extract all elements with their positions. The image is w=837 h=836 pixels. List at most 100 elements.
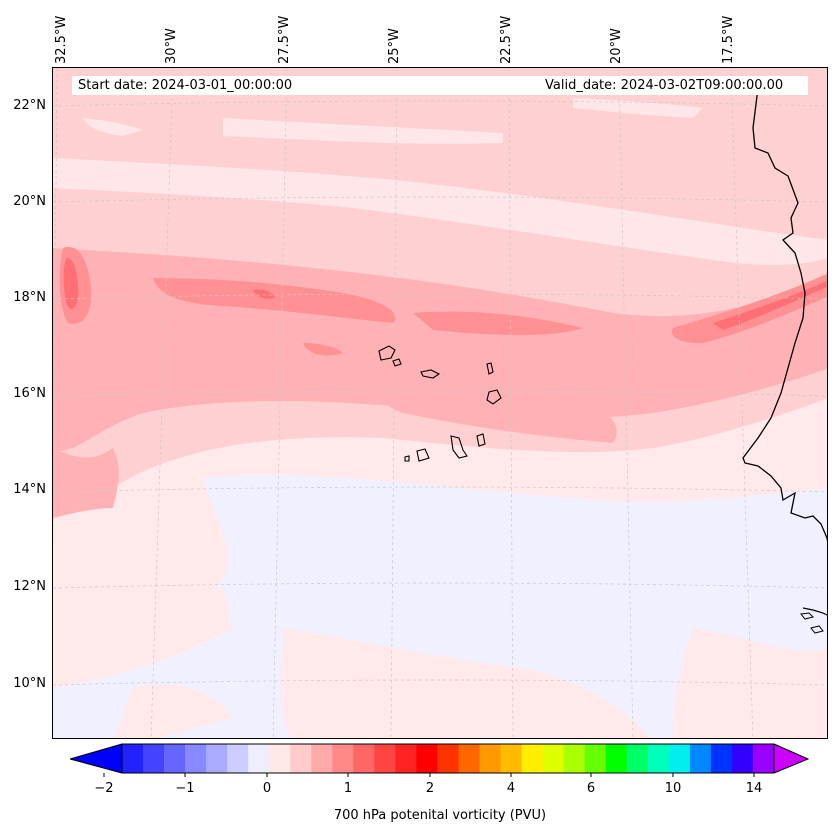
island-santo-antao bbox=[378, 345, 396, 361]
colorbar-swatch bbox=[774, 744, 808, 773]
colorbar-swatch bbox=[353, 744, 375, 773]
colorbar-swatch bbox=[416, 744, 439, 773]
colorbar-swatch bbox=[563, 744, 586, 773]
graticule bbox=[53, 68, 827, 738]
colorbar-swatch bbox=[290, 744, 312, 773]
colorbar-swatch bbox=[374, 744, 397, 773]
island-maio bbox=[476, 433, 486, 447]
colorbar-swatch bbox=[542, 744, 565, 773]
lat-label: 22°N bbox=[13, 98, 46, 113]
african-coastline bbox=[742, 87, 827, 542]
colorbar-label: 700 hPa potenital vorticity (PVU) bbox=[333, 808, 547, 823]
colorbar-tick-label: −2 bbox=[94, 781, 114, 796]
lat-label: 12°N bbox=[13, 579, 46, 594]
colorbar-swatch bbox=[500, 744, 523, 773]
pv-background-patch bbox=[280, 628, 652, 738]
negative-pv-region bbox=[53, 475, 827, 738]
lat-label: 18°N bbox=[13, 290, 46, 305]
pv-background-patch bbox=[113, 684, 233, 738]
colorbar-swatch bbox=[143, 744, 165, 773]
colorbar-swatch bbox=[437, 744, 460, 773]
pv-stripe-light bbox=[223, 118, 503, 144]
pv-stripe-light bbox=[83, 118, 143, 136]
island-santiago bbox=[450, 435, 468, 459]
pv-background-patch bbox=[53, 588, 233, 688]
colorbar-swatch bbox=[689, 744, 712, 773]
african-coastline bbox=[802, 607, 827, 616]
colorbar-swatch bbox=[70, 744, 122, 773]
island-boa-vista bbox=[486, 389, 502, 405]
colorbar-tick-label: −1 bbox=[175, 781, 195, 796]
colorbar-swatch bbox=[647, 744, 670, 773]
island-sal bbox=[486, 362, 494, 375]
colorbar-frame bbox=[121, 743, 775, 774]
colorbar-tick-label: 0 bbox=[262, 781, 272, 796]
island-fogo bbox=[416, 448, 430, 462]
start-date-text: Start date: 2024-03-01_00:00:00 bbox=[78, 78, 293, 93]
colorbar-swatch bbox=[311, 744, 333, 773]
colorbar-right-arrow-outline bbox=[773, 743, 810, 774]
colorbar-tick-label: 2 bbox=[425, 781, 435, 796]
colorbar-swatch bbox=[479, 744, 502, 773]
lon-label: 17.5°W bbox=[721, 15, 736, 64]
pv-band-0.75 bbox=[303, 343, 343, 356]
cape-verde-islands bbox=[378, 345, 502, 462]
lon-label: 27.5°W bbox=[277, 15, 292, 64]
colorbar-swatch bbox=[332, 744, 354, 773]
colorbar-swatch bbox=[395, 744, 418, 773]
colorbar-swatch bbox=[521, 744, 544, 773]
lon-label: 32.5°W bbox=[54, 15, 69, 64]
island-sao-vicente bbox=[392, 358, 402, 367]
colorbar-tick-label: 10 bbox=[664, 781, 682, 796]
colorbar-swatch bbox=[584, 744, 607, 773]
island-bissagos bbox=[800, 612, 814, 620]
colorbar-ticks bbox=[103, 773, 755, 777]
colorbar-swatch bbox=[206, 744, 228, 773]
island-brava bbox=[404, 455, 410, 462]
colorbar-tick-label: 1 bbox=[343, 781, 353, 796]
colorbar-swatch bbox=[668, 744, 691, 773]
pv-band-0.5 bbox=[379, 376, 617, 443]
lon-label: 22.5°W bbox=[499, 15, 514, 64]
valid-date-text: Valid_date: 2024-03-02T09:00:00.00 bbox=[545, 78, 784, 93]
lon-label: 30°W bbox=[164, 28, 179, 64]
colorbar-tick-label: 4 bbox=[506, 781, 516, 796]
colorbar-swatch bbox=[164, 744, 186, 773]
island-sao-nicolau bbox=[420, 369, 441, 379]
pv-core-1 bbox=[63, 258, 79, 310]
lon-label: 25°W bbox=[387, 28, 402, 64]
lat-label: 14°N bbox=[13, 482, 46, 497]
colorbar-swatch bbox=[185, 744, 207, 773]
pv-stripe-light bbox=[53, 158, 827, 265]
pv-stripe-light bbox=[573, 98, 703, 118]
colorbar-swatch bbox=[731, 744, 754, 773]
colorbar-left-arrow-outline bbox=[70, 743, 123, 774]
pv-core-1 bbox=[253, 289, 275, 299]
colorbar-swatches bbox=[70, 744, 808, 773]
colorbar-swatch bbox=[626, 744, 649, 773]
colorbar-swatch bbox=[269, 744, 291, 773]
pv-band-0.75 bbox=[672, 273, 827, 344]
colorbar-swatch bbox=[248, 744, 270, 773]
pv-contour-map bbox=[53, 68, 827, 738]
lat-label: 16°N bbox=[13, 386, 46, 401]
lat-label: 20°N bbox=[13, 194, 46, 209]
colorbar-swatch bbox=[458, 744, 481, 773]
pv-band-0.75 bbox=[153, 278, 396, 323]
colorbar-swatch bbox=[710, 744, 733, 773]
colorbar bbox=[70, 743, 810, 777]
lat-label: 10°N bbox=[13, 676, 46, 691]
info-bar bbox=[72, 76, 808, 95]
pv-core-1 bbox=[713, 280, 827, 330]
colorbar-swatch bbox=[752, 744, 775, 773]
island-bissagos bbox=[810, 625, 824, 634]
colorbar-swatch bbox=[122, 744, 144, 773]
pv-band-0.75 bbox=[413, 311, 583, 335]
map-panel[interactable] bbox=[52, 67, 828, 739]
pv-band-0.5 bbox=[53, 448, 119, 518]
lon-label: 20°W bbox=[609, 28, 624, 64]
colorbar-swatch bbox=[605, 744, 628, 773]
colorbar-tick-label: 6 bbox=[586, 781, 596, 796]
colorbar-tick-label: 14 bbox=[745, 781, 763, 796]
colorbar-swatch bbox=[227, 744, 249, 773]
